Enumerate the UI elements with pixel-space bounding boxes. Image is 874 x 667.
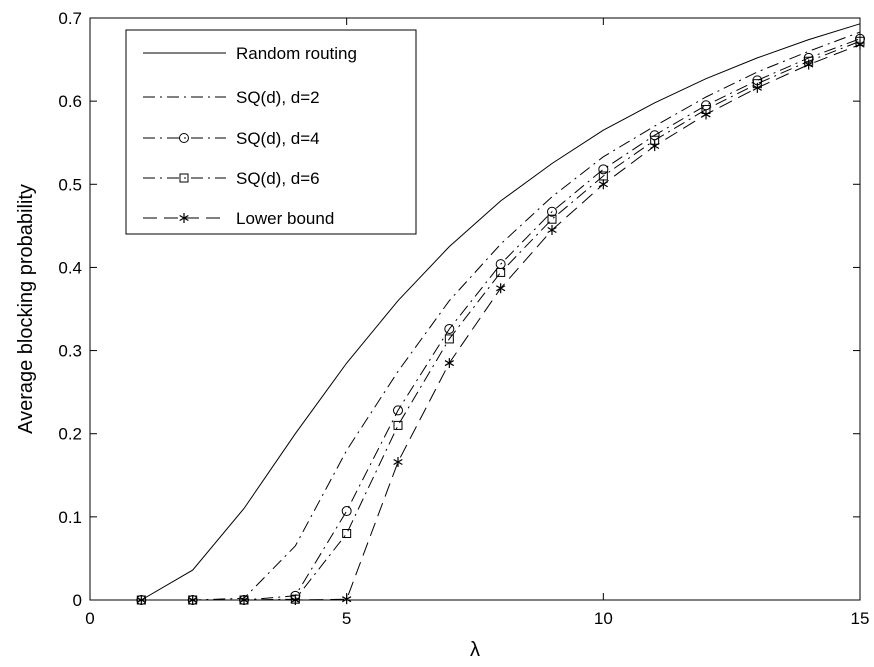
data-point <box>752 82 762 93</box>
legend-entries: Random routing SQ(d), d=2 SQ(d), d=4 SQ(d),… <box>143 44 357 228</box>
legend-marker <box>179 213 189 223</box>
y-tick-label: 0.2 <box>58 425 82 444</box>
data-point <box>444 334 454 344</box>
legend-label: Random routing <box>236 44 357 63</box>
data-point <box>496 283 506 294</box>
y-tick-label: 0.6 <box>58 92 82 111</box>
data-point <box>290 595 300 605</box>
legend: Random routing SQ(d), d=2 SQ(d), d=4 SQ(d),… <box>125 29 417 235</box>
legend-entry: SQ(d), d=4 <box>143 129 320 148</box>
data-point <box>341 506 352 517</box>
series-line <box>141 38 861 601</box>
legend-box <box>125 29 417 235</box>
data-point <box>547 214 557 224</box>
y-tick-label: 0.1 <box>58 508 82 527</box>
series-layer <box>136 23 865 605</box>
series-line <box>141 40 861 601</box>
series-line <box>141 23 861 601</box>
data-point <box>804 59 814 70</box>
data-point <box>650 141 660 152</box>
legend-label: SQ(d), d=2 <box>236 88 320 107</box>
data-point <box>598 164 609 175</box>
data-point <box>547 225 557 236</box>
data-point <box>701 109 711 120</box>
data-point <box>342 528 352 538</box>
data-point <box>444 323 455 334</box>
legend-marker <box>179 133 189 143</box>
series-line <box>141 31 861 601</box>
x-tick-label: 10 <box>594 609 613 628</box>
legend-label: SQ(d), d=4 <box>236 129 320 148</box>
y-axis-title: Average blocking probability <box>15 184 37 434</box>
data-point <box>444 358 454 369</box>
data-point <box>393 405 403 416</box>
legend-label: Lower bound <box>236 209 334 228</box>
series-2 <box>141 31 861 601</box>
data-point <box>496 267 506 277</box>
y-tick-label: 0 <box>73 591 82 610</box>
data-point <box>136 595 146 605</box>
legend-entry: Random routing <box>143 44 357 63</box>
legend-label: SQ(d), d=6 <box>236 169 320 188</box>
data-point <box>598 179 608 190</box>
data-point <box>393 456 403 467</box>
data-point <box>188 595 198 605</box>
data-point <box>547 206 557 217</box>
legend-marker <box>179 173 189 183</box>
legend-entry: SQ(d), d=2 <box>143 88 320 107</box>
data-point <box>393 420 403 430</box>
x-tick-label: 0 <box>85 609 94 628</box>
y-tick-label: 0.5 <box>58 175 82 194</box>
x-tick-label: 5 <box>342 609 351 628</box>
legend-entry: SQ(d), d=6 <box>143 169 320 188</box>
data-point <box>239 595 249 605</box>
y-tick-label: 0.7 <box>58 9 82 28</box>
data-point <box>855 39 865 50</box>
axes-layer: 0 5 10 15 0 0.1 0.2 0.3 0.4 0.5 0.6 0.7 <box>58 9 869 628</box>
x-tick-label: 15 <box>851 609 870 628</box>
y-tick-label: 0.4 <box>58 258 82 277</box>
series-1 <box>141 23 861 601</box>
legend-entry: Lower bound <box>143 209 334 228</box>
y-tick-label: 0.3 <box>58 342 82 361</box>
x-axis-title: λ <box>470 639 480 661</box>
